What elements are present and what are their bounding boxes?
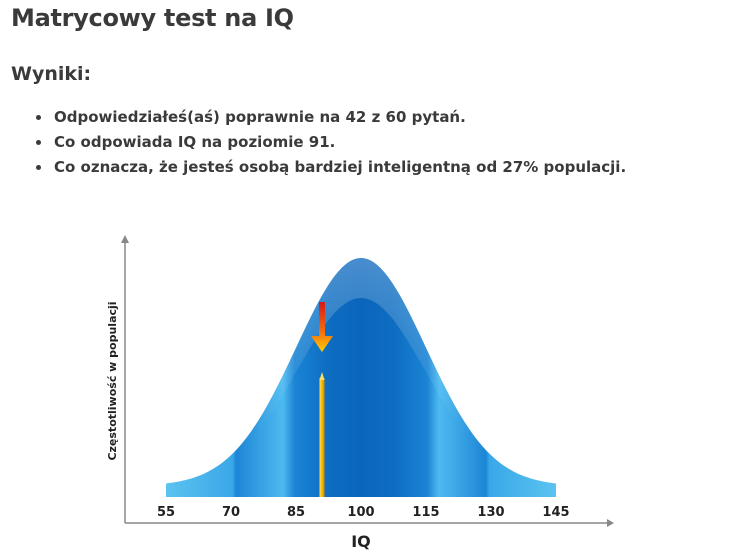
result-population-percentile: Co oznacza, że jesteś osobą bardziej int…	[52, 155, 729, 180]
x-tick-label: 115	[412, 505, 439, 520]
bell-curve-highlight	[257, 258, 465, 434]
results-list: Odpowiedziałeś(aś) poprawnie na 42 z 60 …	[34, 105, 729, 180]
x-axis-title: IQ	[351, 532, 371, 551]
bell-curve-area	[166, 258, 556, 497]
iq-marker-arrow-icon	[311, 302, 333, 352]
results-heading: Wyniki:	[11, 63, 92, 85]
x-axis-arrowhead-icon	[607, 519, 614, 527]
iq-marker-bar-tip	[319, 372, 325, 380]
result-iq-level: Co odpowiada IQ na poziomie 91.	[52, 130, 729, 155]
iq-marker-bar	[319, 378, 325, 497]
x-tick-label: 145	[542, 505, 569, 520]
x-tick-label: 85	[287, 505, 305, 520]
x-tick-label: 55	[157, 505, 175, 520]
x-tick-label: 70	[222, 505, 240, 520]
x-tick-label: 130	[477, 505, 504, 520]
y-axis-arrowhead-icon	[121, 235, 129, 243]
y-axis-title: Częstotliwość w populacji	[106, 301, 119, 460]
result-correct-answers: Odpowiedziałeś(aś) poprawnie na 42 z 60 …	[52, 105, 729, 130]
page-title: Matrycowy test na IQ	[11, 4, 294, 32]
x-tick-label: 100	[347, 505, 374, 520]
x-tick-labels: 55 70 85 100 115 130 145	[157, 505, 570, 520]
